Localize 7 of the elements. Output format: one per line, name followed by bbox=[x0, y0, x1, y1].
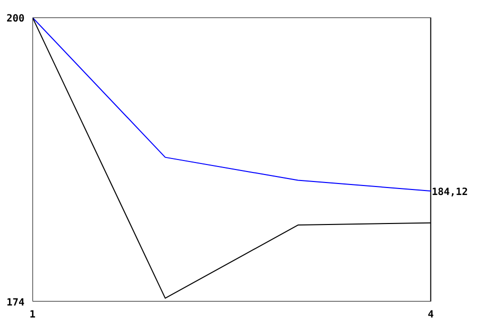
x-tick-label: 1 bbox=[29, 310, 36, 320]
y-tick-label: 174 bbox=[6, 298, 24, 308]
line-series bbox=[32, 18, 432, 299]
x-tick-label: 4 bbox=[428, 310, 434, 320]
line-series bbox=[32, 18, 432, 192]
y-tick-label: 200 bbox=[6, 14, 24, 24]
annotation: 184,12 bbox=[432, 186, 468, 198]
